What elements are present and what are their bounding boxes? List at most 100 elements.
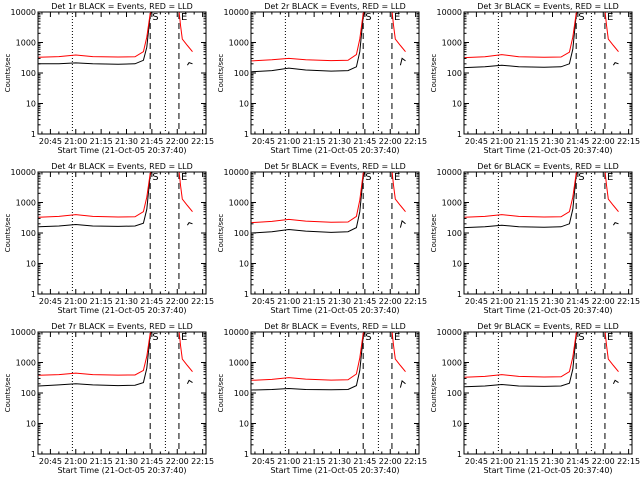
- events-series-line-segment: [399, 57, 406, 66]
- y-tick-label: 10: [26, 260, 36, 269]
- x-tick-label: 20:45: [465, 457, 488, 466]
- marker-label: S: [578, 172, 584, 183]
- y-tick-label: 10: [452, 100, 462, 109]
- y-tick-label: 10: [239, 420, 249, 429]
- x-tick-label: 20:45: [465, 137, 488, 146]
- panel-title: Det 1r BLACK = Events, RED = LLD: [51, 2, 193, 11]
- y-tick-label: 100: [234, 229, 249, 238]
- y-tick-label: 1000: [442, 359, 462, 368]
- x-tick-label: 21:15: [516, 297, 539, 306]
- y-tick-label: 1000: [442, 199, 462, 208]
- lld-series-line: [464, 12, 578, 59]
- x-tick-label: 21:00: [277, 137, 300, 146]
- y-tick-label: 10000: [437, 328, 462, 337]
- events-series-line-segment: [186, 221, 193, 226]
- x-tick-label: 21:30: [328, 297, 351, 306]
- marker-label: S: [578, 12, 584, 23]
- y-axis-label: Counts/sec: [217, 214, 225, 253]
- x-tick-label: 21:15: [516, 137, 539, 146]
- marker-label: E: [181, 12, 187, 23]
- lld-series-line-segment: [178, 332, 193, 373]
- y-tick-label: 10: [26, 420, 36, 429]
- marker-label: S: [152, 332, 158, 343]
- y-tick-label: 1000: [229, 39, 249, 48]
- x-tick-label: 22:15: [191, 457, 214, 466]
- y-tick-label: 100: [447, 389, 462, 398]
- y-tick-label: 10000: [224, 8, 249, 17]
- y-tick-label: 10: [452, 420, 462, 429]
- lld-series-line: [38, 332, 152, 376]
- x-tick-label: 22:00: [166, 137, 189, 146]
- x-tick-label: 21:00: [64, 297, 87, 306]
- y-tick-label: 100: [21, 229, 36, 238]
- lld-series-line: [38, 12, 152, 58]
- x-axis-label: Start Time (21-Oct-05 20:37:40): [483, 306, 612, 315]
- y-tick-label: 1000: [229, 199, 249, 208]
- x-tick-label: 22:15: [617, 137, 640, 146]
- y-tick-label: 1: [457, 450, 462, 459]
- events-series-line: [38, 12, 152, 65]
- x-tick-label: 21:15: [303, 297, 326, 306]
- panel-title: Det 4r BLACK = Events, RED = LLD: [51, 162, 193, 171]
- x-tick-label: 21:15: [516, 457, 539, 466]
- lld-series-line: [251, 12, 365, 62]
- events-series-line: [251, 12, 365, 73]
- x-tick-label: 22:00: [592, 457, 615, 466]
- y-axis-label: Counts/sec: [217, 374, 225, 413]
- events-series-line: [38, 332, 152, 387]
- x-tick-label: 21:45: [353, 297, 376, 306]
- x-tick-label: 20:45: [39, 457, 62, 466]
- x-tick-label: 21:00: [490, 297, 513, 306]
- y-tick-label: 100: [21, 389, 36, 398]
- x-axis-label: Start Time (21-Oct-05 20:37:40): [57, 466, 186, 475]
- y-tick-label: 1: [31, 450, 36, 459]
- y-tick-label: 10000: [11, 168, 36, 177]
- y-tick-label: 1: [244, 130, 249, 139]
- panel-title: Det 8r BLACK = Events, RED = LLD: [264, 322, 406, 331]
- marker-label: S: [365, 332, 371, 343]
- x-tick-label: 22:00: [592, 297, 615, 306]
- y-axis-label: Counts/sec: [4, 214, 12, 253]
- x-tick-label: 21:30: [541, 457, 564, 466]
- marker-label: E: [181, 172, 187, 183]
- y-tick-label: 1000: [16, 39, 36, 48]
- x-tick-label: 21:15: [90, 297, 113, 306]
- x-axis-label: Start Time (21-Oct-05 20:37:40): [57, 146, 186, 155]
- y-tick-label: 10000: [437, 8, 462, 17]
- y-tick-label: 1: [244, 290, 249, 299]
- y-axis-label: Counts/sec: [4, 54, 12, 93]
- x-tick-label: 22:15: [404, 137, 427, 146]
- x-tick-label: 21:00: [64, 457, 87, 466]
- x-tick-label: 22:15: [404, 297, 427, 306]
- x-tick-label: 21:00: [277, 457, 300, 466]
- x-tick-label: 21:45: [140, 297, 163, 306]
- lld-series-line-segment: [604, 332, 619, 373]
- lld-series-line-segment: [604, 12, 619, 53]
- events-series-line-segment: [399, 219, 406, 228]
- lld-series-line-segment: [391, 172, 406, 213]
- lld-series-line: [464, 172, 578, 218]
- lld-series-line: [251, 172, 365, 224]
- marker-label: E: [394, 332, 400, 343]
- y-axis-label: Counts/sec: [430, 374, 438, 413]
- y-tick-label: 10: [239, 260, 249, 269]
- events-series-line: [464, 172, 578, 229]
- x-tick-label: 21:00: [490, 137, 513, 146]
- x-tick-label: 21:30: [115, 297, 138, 306]
- x-tick-label: 21:15: [303, 137, 326, 146]
- x-tick-label: 21:30: [541, 297, 564, 306]
- events-series-line-segment: [612, 221, 619, 226]
- x-tick-label: 22:15: [617, 457, 640, 466]
- x-tick-label: 21:45: [566, 297, 589, 306]
- x-tick-label: 21:30: [541, 137, 564, 146]
- y-tick-label: 1000: [16, 359, 36, 368]
- x-tick-label: 21:30: [115, 137, 138, 146]
- y-tick-label: 100: [234, 389, 249, 398]
- y-tick-label: 1000: [229, 359, 249, 368]
